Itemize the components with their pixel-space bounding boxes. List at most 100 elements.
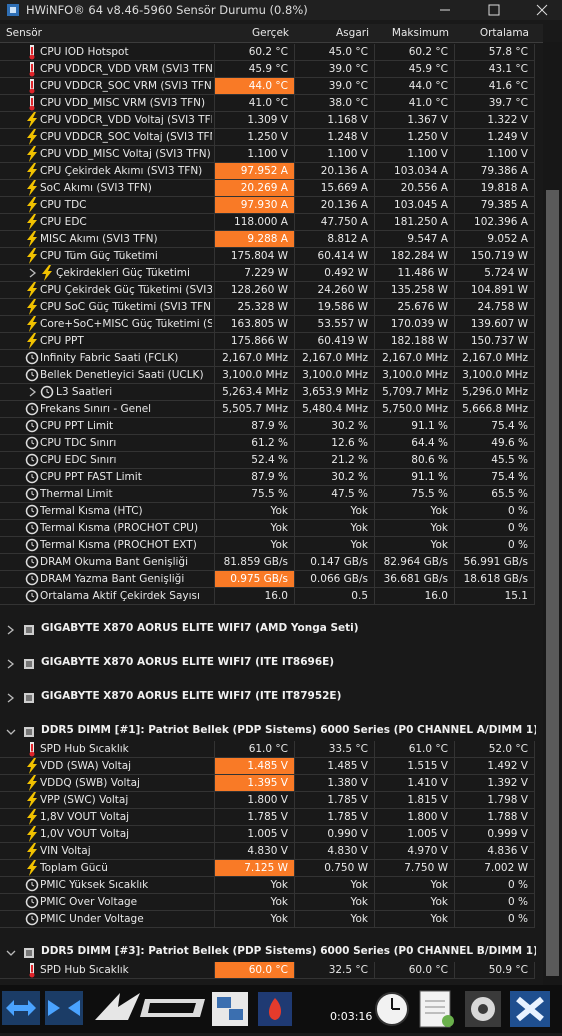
sensor-cell: DRAM Yazma Bant Genişliği [0,571,215,588]
column-header[interactable]: Maksimum [391,27,449,39]
sensor-row[interactable]: CPU VDDCR_VDD Voltaj (SVI3 TFN) 1.309 V 1.… [0,112,535,129]
sensor-row[interactable]: SPD Hub Sıcaklık 61.0 °C 33.5 °C 61.0 °C 52.… [0,741,535,758]
group-row[interactable]: DDR5 DIMM [#1]: Patriot Bellek (PDP Sist… [0,724,536,741]
nav-button[interactable] [2,991,40,1025]
sensor-label: MISC Akımı (SVI3 TFN) [40,233,158,245]
sensor-row[interactable]: Bellek Denetleyici Saati (UCLK) 3,100.0 M… [0,367,535,384]
value-cell: 49.6 % [455,435,535,452]
value-cell: 16.0 [375,588,455,605]
group-row[interactable]: GIGABYTE X870 AORUS ELITE WIFI7 (ITE IT8… [0,690,535,707]
sensor-row[interactable]: VPP (SWC) Voltaj 1.800 V 1.785 V 1.815 V 1.7… [0,792,535,809]
sensor-row[interactable]: Ortalama Aktif Çekirdek Sayısı 16.0 0.5 16.… [0,588,535,605]
sensor-row[interactable]: SoC Akımı (SVI3 TFN) 20.269 A 15.669 A 20.5… [0,180,535,197]
clock-icon [25,895,39,909]
value-cell: 56.991 GB/s [455,554,535,571]
sensor-row[interactable]: CPU VDDCR_SOC Voltaj (SVI3 TFN) 1.250 V 1.… [0,129,535,146]
log-button[interactable] [419,990,454,1028]
sensor-row[interactable]: DRAM Okuma Bant Genişliği 81.859 GB/s 0.14… [0,554,535,571]
volt-icon [27,214,37,230]
sensor-row[interactable]: Frekans Sınırı - Genel 5,505.7 MHz 5,480.4… [0,401,535,418]
scroll-thumb[interactable] [546,190,559,976]
sensor-row[interactable]: CPU TDC 97.930 A 20.136 A 103.045 A 79.385 A [0,197,535,214]
sensor-row[interactable]: CPU VDDCR_SOC VRM (SVI3 TFN) 44.0 °C 39.0 … [0,78,535,95]
sensor-row[interactable]: Infinity Fabric Saati (FCLK) 2,167.0 MHz 2… [0,350,535,367]
sensor-row[interactable]: L3 Saatleri 5,263.4 MHz 3,653.9 MHz 5,709.7… [0,384,535,401]
sensor-row[interactable]: PMIC Over Voltage Yok Yok Yok 0 % [0,894,535,911]
sensor-row[interactable]: DRAM Yazma Bant Genişliği 0.975 GB/s 0.066… [0,571,535,588]
arrowR-icon [29,268,37,278]
volt-icon [27,112,37,128]
clock-icon [40,385,54,399]
sensor-row[interactable]: CPU EDC Sınırı 52.4 % 21.2 % 80.6 % 45.5 % [0,452,535,469]
sensor-row[interactable]: 1,8V VOUT Voltaj 1.785 V 1.785 V 1.800 V 1.7… [0,809,535,826]
sensor-label: SPD Hub Sıcaklık [40,964,129,976]
sensor-row[interactable]: CPU PPT 175.866 W 60.419 W 182.188 W 150.737… [0,333,535,350]
group-row[interactable]: GIGABYTE X870 AORUS ELITE WIFI7 (ITE IT8… [0,656,535,673]
sensor-row[interactable]: MISC Akımı (SVI3 TFN) 9.288 A 8.812 A 9.547… [0,231,535,248]
sensor-row[interactable]: VDDQ (SWB) Voltaj 1.395 V 1.380 V 1.410 V 1.… [0,775,535,792]
group-row[interactable]: DDR5 DIMM [#3]: Patriot Bellek (PDP Sist… [0,945,536,962]
settings-button[interactable] [465,991,501,1027]
column-header[interactable]: Ortalama [479,27,529,39]
sensor-cell: Toplam Gücü [0,860,215,877]
sensor-row[interactable]: Termal Kısma (HTC) Yok Yok Yok 0 % [0,503,535,520]
volt-icon [27,231,37,247]
sensor-cell: CPU VDDCR_VDD VRM (SVI3 TFN) [0,61,215,78]
network-button[interactable] [212,992,248,1026]
value-cell: 33.5 °C [295,741,375,758]
value-cell: 0.999 V [455,826,535,843]
sensor-row[interactable]: CPU VDD_MISC Voltaj (SVI3 TFN) 1.100 V 1.1… [0,146,535,163]
sensor-cell: CPU IOD Hotspot [0,44,215,61]
sensor-row[interactable]: PMIC Yüksek Sıcaklık Yok Yok Yok 0 % [0,877,535,894]
sensor-row[interactable]: CPU Tüm Güç Tüketimi 175.804 W 60.414 W 182… [0,248,535,265]
value-cell: 182.188 W [375,333,455,350]
value-cell: 102.396 A [455,214,535,231]
clock-button[interactable] [375,992,409,1026]
value-cell: 61.2 % [215,435,295,452]
clock-icon [25,368,39,382]
sensor-row[interactable]: CPU PPT Limit 87.9 % 30.2 % 91.1 % 75.4 % [0,418,535,435]
sensor-row[interactable]: Toplam Gücü 7.125 W 0.750 W 7.750 W 7.002 W [0,860,535,877]
sensor-row[interactable]: 1,0V VOUT Voltaj 1.005 V 0.990 V 1.005 V 0.9… [0,826,535,843]
value-cell: 1.100 V [215,146,295,163]
sensor-row[interactable]: Thermal Limit 75.5 % 47.5 % 75.5 % 65.5 % [0,486,535,503]
column-header[interactable]: Sensör [6,27,42,39]
sensor-row[interactable]: CPU EDC 118.000 A 47.750 A 181.250 A 102.396… [0,214,535,231]
value-cell: Yok [295,520,375,537]
value-cell: 128.260 W [215,282,295,299]
sensor-row[interactable]: CPU VDD_MISC VRM (SVI3 TFN) 41.0 °C 38.0 °… [0,95,535,112]
value-cell: 139.607 W [455,316,535,333]
sensor-row[interactable]: PMIC Under Voltage Yok Yok Yok 0 % [0,911,535,928]
sensor-row[interactable]: CPU Çekirdek Akımı (SVI3 TFN) 97.952 A 20.… [0,163,535,180]
sensor-row[interactable]: CPU TDC Sınırı 61.2 % 12.6 % 64.4 % 49.6 % [0,435,535,452]
sensor-row[interactable]: VIN Voltaj 4.830 V 4.830 V 4.970 V 4.836 V [0,843,535,860]
column-header[interactable]: Asgari [336,27,369,39]
value-cell: 1.005 V [215,826,295,843]
window-controls[interactable] [430,0,562,20]
close-button[interactable] [510,991,550,1027]
column-header[interactable]: Gerçek [252,27,289,39]
value-cell: 57.8 °C [455,44,535,61]
nav-button[interactable] [45,991,83,1025]
sensor-row[interactable]: SPD Hub Sıcaklık 60.0 °C 32.5 °C 60.0 °C 50.… [0,962,535,979]
sensor-row[interactable]: Termal Kısma (PROCHOT EXT) Yok Yok Yok 0 % [0,537,535,554]
sensor-cell: CPU TDC [0,197,215,214]
sensor-row[interactable]: CPU Çekirdek Güç Tüketimi (SVI3 ... 128.2… [0,282,535,299]
value-cell: 87.9 % [215,418,295,435]
sensor-row[interactable]: CPU PPT FAST Limit 87.9 % 30.2 % 91.1 % 75.4… [0,469,535,486]
sensor-row[interactable]: VDD (SWA) Voltaj 1.485 V 1.485 V 1.515 V 1.4… [0,758,535,775]
sensor-row[interactable]: CPU IOD Hotspot 60.2 °C 45.0 °C 60.2 °C 57.8… [0,44,535,61]
report-button[interactable] [258,992,292,1026]
sensor-row[interactable]: CPU VDDCR_VDD VRM (SVI3 TFN) 45.9 °C 39.0 … [0,61,535,78]
value-cell: 20.269 A [215,180,295,197]
sensor-row[interactable]: Termal Kısma (PROCHOT CPU) Yok Yok Yok 0 % [0,520,535,537]
value-cell: 3,100.0 MHz [295,367,375,384]
value-cell: 3,100.0 MHz [215,367,295,384]
value-cell: 60.0 °C [375,962,455,979]
value-cell: 3,100.0 MHz [375,367,455,384]
sensor-row[interactable]: Core+SoC+MISC Güç Tüketimi (S... 163.805 … [0,316,535,333]
group-row[interactable]: GIGABYTE X870 AORUS ELITE WIFI7 (AMD Yon… [0,622,535,639]
value-cell: 20.136 A [295,163,375,180]
